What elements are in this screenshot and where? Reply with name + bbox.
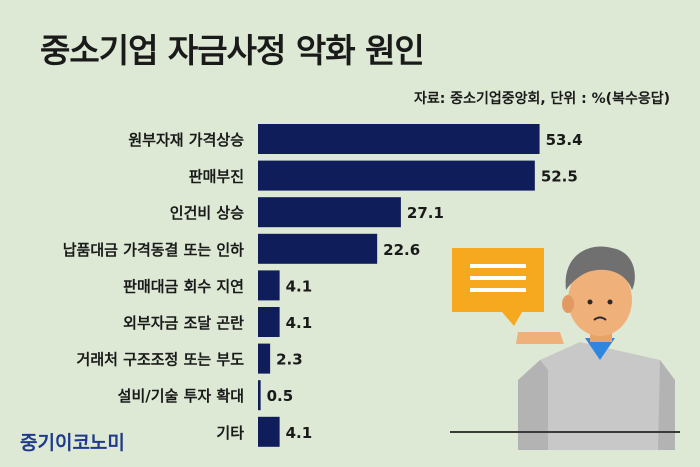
value-label: 27.1 xyxy=(407,204,444,222)
bar xyxy=(258,416,280,447)
worried-man-illustration xyxy=(450,246,680,450)
value-label: 4.1 xyxy=(286,314,313,332)
value-label: 52.5 xyxy=(541,168,578,186)
category-label: 외부자금 조달 곤란 xyxy=(123,314,244,332)
source-note: 자료: 중소기업중앙회, 단위 : %(복수응답) xyxy=(413,91,670,107)
category-label: 기타 xyxy=(216,424,244,442)
bar xyxy=(258,233,378,264)
bar xyxy=(258,197,401,228)
category-label: 납품대금 가격동결 또는 인하 xyxy=(63,241,244,259)
category-label: 판매부진 xyxy=(189,168,244,186)
bar xyxy=(258,307,280,337)
value-label: 0.5 xyxy=(267,387,294,405)
value-label: 22.6 xyxy=(383,241,420,259)
category-label: 설비/기술 투자 확대 xyxy=(118,387,244,405)
bar xyxy=(258,343,271,374)
category-label: 거래처 구조조정 또는 부도 xyxy=(77,351,245,369)
value-label: 4.1 xyxy=(286,424,313,442)
value-label: 53.4 xyxy=(546,131,583,149)
bar xyxy=(258,270,280,301)
bar xyxy=(258,160,535,191)
speech-bubble-icon xyxy=(452,248,544,326)
category-label: 원부자재 가격상승 xyxy=(128,131,244,149)
category-label: 판매대금 회수 지연 xyxy=(123,277,244,295)
page-title: 중소기업 자금사정 악화 원인 xyxy=(40,31,425,70)
value-label: 2.3 xyxy=(276,351,303,369)
value-label: 4.1 xyxy=(286,277,313,295)
bar xyxy=(258,380,261,411)
bar xyxy=(258,124,540,154)
category-label: 인건비 상승 xyxy=(170,204,244,222)
brand-logo: 중기이코노미 xyxy=(20,432,125,454)
